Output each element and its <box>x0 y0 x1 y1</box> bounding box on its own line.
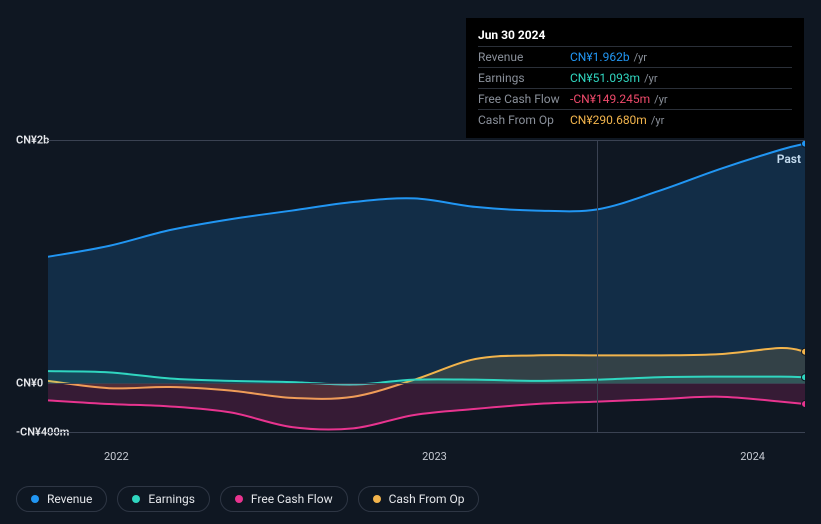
legend-label: Earnings <box>148 492 195 506</box>
x-axis-label: 2023 <box>422 450 447 463</box>
plot-area[interactable] <box>48 140 805 432</box>
legend-dot-icon <box>31 495 39 503</box>
tooltip-unit: /yr <box>651 114 664 127</box>
tooltip-value: CN¥51.093m <box>570 71 640 85</box>
tooltip-unit: /yr <box>654 93 667 106</box>
legend-item-revenue[interactable]: Revenue <box>16 486 107 512</box>
y-axis-label: CN¥0 <box>16 377 43 390</box>
tooltip-row: Cash From Op CN¥290.680m /yr <box>478 109 792 130</box>
legend-item-free-cash-flow[interactable]: Free Cash Flow <box>220 486 348 512</box>
tooltip-row: Free Cash Flow -CN¥149.245m /yr <box>478 88 792 109</box>
gridline <box>48 140 805 141</box>
tooltip-date: Jun 30 2024 <box>478 24 792 46</box>
legend: Revenue Earnings Free Cash Flow Cash Fro… <box>16 486 479 512</box>
chart: Past CN¥2bCN¥0-CN¥400m202220232024 <box>16 128 805 448</box>
tooltip-label: Earnings <box>478 71 570 85</box>
tooltip-value: CN¥1.962b <box>570 50 630 64</box>
legend-dot-icon <box>132 495 140 503</box>
tooltip-value: CN¥290.680m <box>570 113 647 127</box>
legend-dot-icon <box>235 495 243 503</box>
legend-item-earnings[interactable]: Earnings <box>117 486 210 512</box>
tooltip-label: Cash From Op <box>478 113 570 127</box>
tooltip-row: Earnings CN¥51.093m /yr <box>478 67 792 88</box>
plot-svg <box>48 140 805 432</box>
tooltip-value: -CN¥149.245m <box>570 92 650 106</box>
legend-label: Cash From Op <box>389 492 465 506</box>
tooltip-unit: /yr <box>634 51 647 64</box>
legend-item-cash-from-op[interactable]: Cash From Op <box>358 486 480 512</box>
tooltip-label: Free Cash Flow <box>478 92 570 106</box>
gridline <box>48 383 805 384</box>
y-axis-label: CN¥2b <box>16 134 49 147</box>
x-axis-label: 2024 <box>740 450 765 463</box>
legend-label: Free Cash Flow <box>251 492 333 506</box>
vline <box>597 140 598 432</box>
tooltip-box: Jun 30 2024 Revenue CN¥1.962b /yr Earnin… <box>466 18 804 138</box>
tooltip-row: Revenue CN¥1.962b /yr <box>478 46 792 67</box>
x-axis-labels: 2022 2023 2024 <box>64 450 805 463</box>
legend-label: Revenue <box>47 492 92 506</box>
legend-dot-icon <box>373 495 381 503</box>
x-axis-label: 2022 <box>104 450 129 463</box>
gridline <box>48 432 805 433</box>
tooltip-label: Revenue <box>478 50 570 64</box>
tooltip-unit: /yr <box>644 72 657 85</box>
